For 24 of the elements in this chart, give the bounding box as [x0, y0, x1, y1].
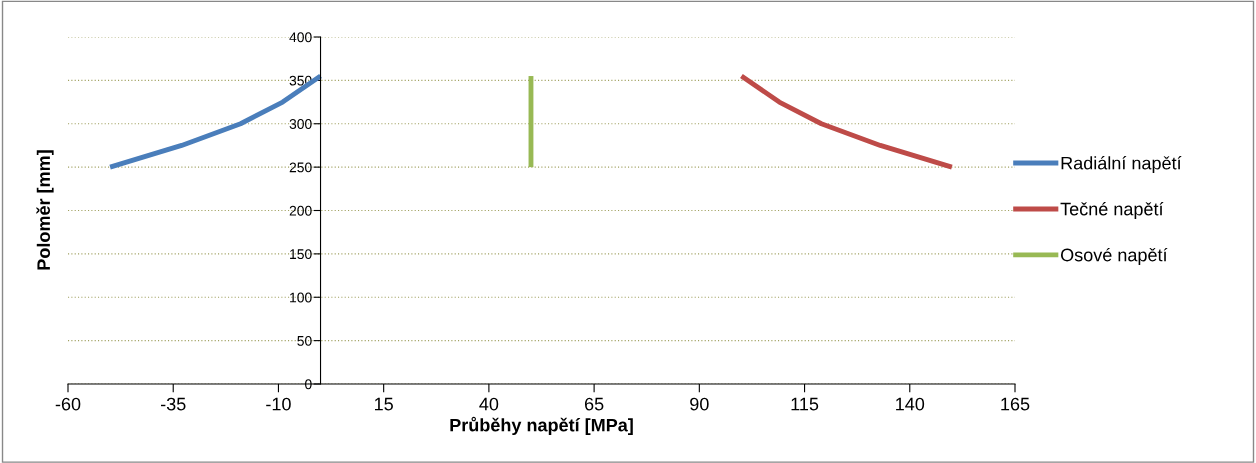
legend-label: Tečné napětí: [1060, 201, 1164, 220]
legend-label: Osové napětí: [1060, 247, 1168, 265]
y-tick-label: 250: [289, 162, 312, 173]
x-tick-label: 140: [896, 397, 925, 411]
y-tick-label: 50: [297, 335, 312, 346]
y-tick-label: 300: [289, 119, 312, 129]
x-tick-label: 90: [690, 397, 709, 411]
line-series: [738, 73, 955, 170]
legend-label: Radiální napětí: [1061, 156, 1182, 174]
y-tick-label: 150: [290, 249, 312, 260]
x-tick-label: -60: [55, 397, 81, 411]
x-axis-title: Průběhy napětí [MPa]: [450, 416, 633, 436]
y-tick-label: 200: [289, 205, 312, 216]
y-tick-label: 400: [289, 32, 312, 43]
y-axis-title: Poloměr [mm]: [36, 150, 54, 270]
x-tick-label: -35: [160, 397, 186, 411]
y-tick-label: 0: [305, 379, 312, 390]
x-tick-label: 65: [584, 397, 604, 411]
x-tick-label: -10: [266, 397, 291, 411]
x-tick-label: 40: [479, 397, 499, 411]
x-tick-label: 15: [375, 397, 393, 411]
x-tick-label: 165: [1001, 397, 1030, 411]
x-tick-label: 115: [791, 397, 819, 411]
y-tick-label: 100: [290, 292, 312, 303]
